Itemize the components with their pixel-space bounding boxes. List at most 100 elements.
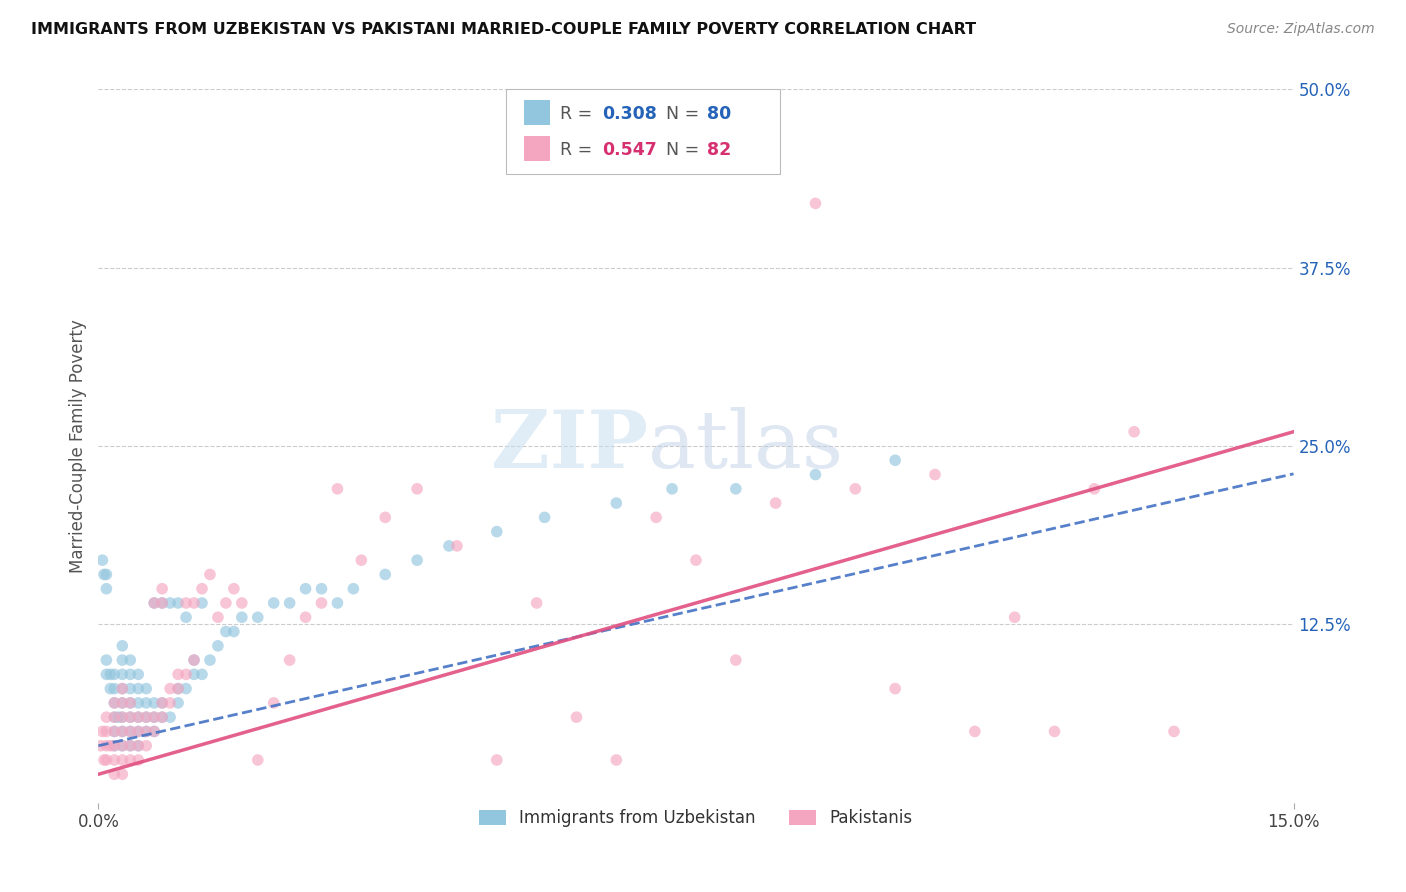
Point xyxy=(103,753,125,767)
Point xyxy=(96,582,118,596)
Point xyxy=(96,724,118,739)
Point xyxy=(127,710,149,724)
Point xyxy=(91,553,114,567)
Point xyxy=(1123,425,1146,439)
Point xyxy=(135,710,157,724)
Text: R =: R = xyxy=(560,105,598,123)
Point xyxy=(135,696,157,710)
Point xyxy=(120,724,142,739)
Point xyxy=(98,667,122,681)
Point xyxy=(120,696,142,710)
Point xyxy=(135,724,157,739)
Point xyxy=(120,667,142,681)
Point xyxy=(215,624,238,639)
Point xyxy=(96,667,118,681)
Point xyxy=(127,739,149,753)
Point xyxy=(103,710,125,724)
Point xyxy=(198,653,221,667)
Text: IMMIGRANTS FROM UZBEKISTAN VS PAKISTANI MARRIED-COUPLE FAMILY POVERTY CORRELATIO: IMMIGRANTS FROM UZBEKISTAN VS PAKISTANI … xyxy=(31,22,976,37)
Point xyxy=(90,739,112,753)
Point xyxy=(159,596,181,610)
Point xyxy=(167,696,190,710)
Point xyxy=(135,724,157,739)
Point xyxy=(120,724,142,739)
Point xyxy=(127,710,149,724)
Point xyxy=(143,724,166,739)
Point xyxy=(437,539,460,553)
Point xyxy=(174,681,197,696)
Point xyxy=(844,482,866,496)
Point xyxy=(350,553,373,567)
Point xyxy=(207,610,229,624)
Point xyxy=(198,567,221,582)
Point xyxy=(96,739,118,753)
Point xyxy=(191,596,214,610)
Point xyxy=(263,596,285,610)
Point xyxy=(111,753,134,767)
Point xyxy=(1163,724,1185,739)
Point xyxy=(103,667,125,681)
Point xyxy=(127,724,149,739)
Point xyxy=(884,681,907,696)
Point xyxy=(111,710,134,724)
Text: R =: R = xyxy=(560,141,598,159)
Point xyxy=(174,596,197,610)
Point xyxy=(159,696,181,710)
Point xyxy=(724,653,747,667)
Y-axis label: Married-Couple Family Poverty: Married-Couple Family Poverty xyxy=(69,319,87,573)
Point xyxy=(91,724,114,739)
Point xyxy=(605,496,627,510)
Point xyxy=(724,482,747,496)
Point xyxy=(120,696,142,710)
Point xyxy=(191,667,214,681)
Point xyxy=(143,724,166,739)
Point xyxy=(167,667,190,681)
Point xyxy=(150,596,173,610)
Point xyxy=(143,710,166,724)
Point xyxy=(96,710,118,724)
Point xyxy=(111,724,134,739)
Point xyxy=(1083,482,1105,496)
Point xyxy=(661,482,683,496)
Point xyxy=(96,753,118,767)
Point xyxy=(294,582,316,596)
Point xyxy=(111,667,134,681)
Point xyxy=(446,539,468,553)
Point xyxy=(103,739,125,753)
Point xyxy=(222,582,245,596)
Point xyxy=(526,596,548,610)
Point xyxy=(485,524,508,539)
Point xyxy=(120,710,142,724)
Point xyxy=(1004,610,1026,624)
Point xyxy=(143,596,166,610)
Point xyxy=(103,724,125,739)
Point xyxy=(120,739,142,753)
Point xyxy=(103,710,125,724)
Point xyxy=(342,582,364,596)
Point xyxy=(135,739,157,753)
Point xyxy=(311,596,333,610)
Text: 82: 82 xyxy=(707,141,731,159)
Point xyxy=(159,710,181,724)
Point xyxy=(294,610,316,624)
Point xyxy=(406,482,429,496)
Point xyxy=(485,753,508,767)
Point xyxy=(183,653,205,667)
Point xyxy=(120,653,142,667)
Point xyxy=(246,610,269,624)
Point xyxy=(111,739,134,753)
Point xyxy=(374,567,396,582)
Point xyxy=(93,567,115,582)
Point xyxy=(150,710,173,724)
Point xyxy=(111,696,134,710)
Point xyxy=(884,453,907,467)
Point xyxy=(111,653,134,667)
Point xyxy=(231,596,253,610)
Point xyxy=(1043,724,1066,739)
Point xyxy=(103,767,125,781)
Point xyxy=(111,681,134,696)
Point xyxy=(143,710,166,724)
Point xyxy=(685,553,707,567)
Point xyxy=(127,724,149,739)
Point xyxy=(111,739,134,753)
